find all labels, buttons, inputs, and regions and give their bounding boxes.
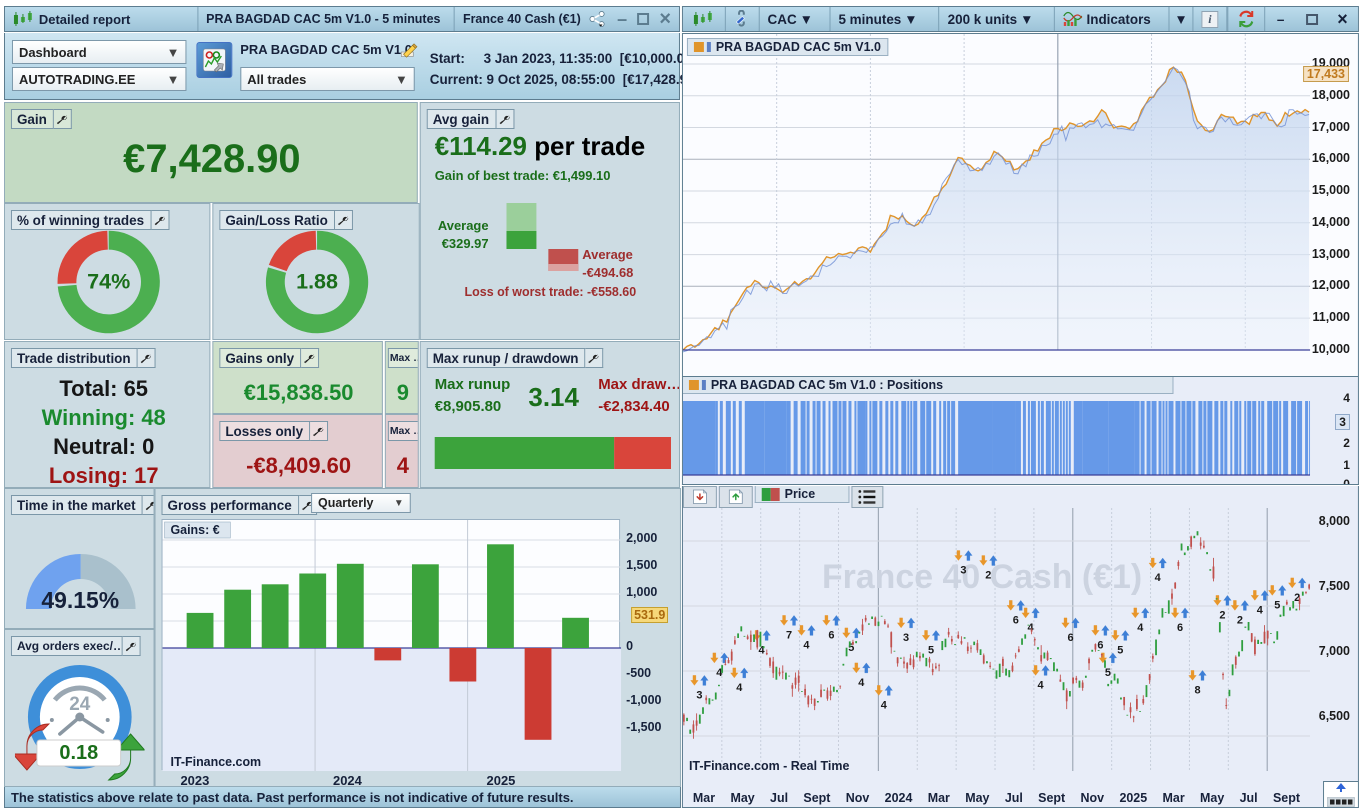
svg-text:5: 5	[1117, 644, 1123, 656]
svg-text:8: 8	[1194, 684, 1200, 696]
svg-text:4: 4	[1137, 622, 1144, 634]
svg-text:3: 3	[696, 689, 702, 701]
svg-text:4: 4	[858, 677, 865, 689]
svg-text:74%: 74%	[87, 268, 130, 293]
svg-text:5: 5	[1274, 599, 1280, 611]
svg-text:5: 5	[1105, 667, 1111, 679]
svg-text:5: 5	[928, 644, 934, 656]
svg-text:0.18: 0.18	[59, 742, 98, 764]
svg-text:6: 6	[828, 629, 834, 641]
svg-text:3: 3	[960, 564, 966, 576]
svg-text:7: 7	[786, 629, 792, 641]
svg-text:4: 4	[1028, 622, 1035, 634]
svg-text:3: 3	[903, 632, 909, 644]
svg-text:24: 24	[69, 694, 91, 715]
svg-text:6: 6	[1067, 632, 1073, 644]
svg-text:2: 2	[1219, 609, 1225, 621]
svg-text:1.88: 1.88	[296, 268, 338, 293]
svg-text:6: 6	[1177, 622, 1183, 634]
svg-text:2: 2	[1237, 614, 1243, 626]
svg-text:6: 6	[1013, 614, 1019, 626]
svg-text:4: 4	[1038, 679, 1045, 691]
svg-text:4: 4	[803, 639, 810, 651]
svg-text:IT-Finance.com: IT-Finance.com	[170, 755, 261, 769]
svg-text:6: 6	[1097, 639, 1103, 651]
svg-text:4: 4	[1155, 572, 1162, 584]
svg-text:4: 4	[1257, 604, 1264, 616]
svg-text:Gains: €: Gains: €	[170, 523, 219, 537]
svg-text:€329.97: €329.97	[442, 236, 489, 251]
svg-text:Average: Average	[438, 218, 489, 233]
svg-text:Loss of worst trade: -€558.60: Loss of worst trade: -€558.60	[465, 285, 637, 299]
svg-text:4: 4	[881, 699, 888, 711]
svg-text:Average: Average	[582, 247, 633, 262]
svg-text:4: 4	[736, 682, 743, 694]
svg-text:-€494.68: -€494.68	[582, 265, 633, 280]
svg-text:2: 2	[985, 569, 991, 581]
